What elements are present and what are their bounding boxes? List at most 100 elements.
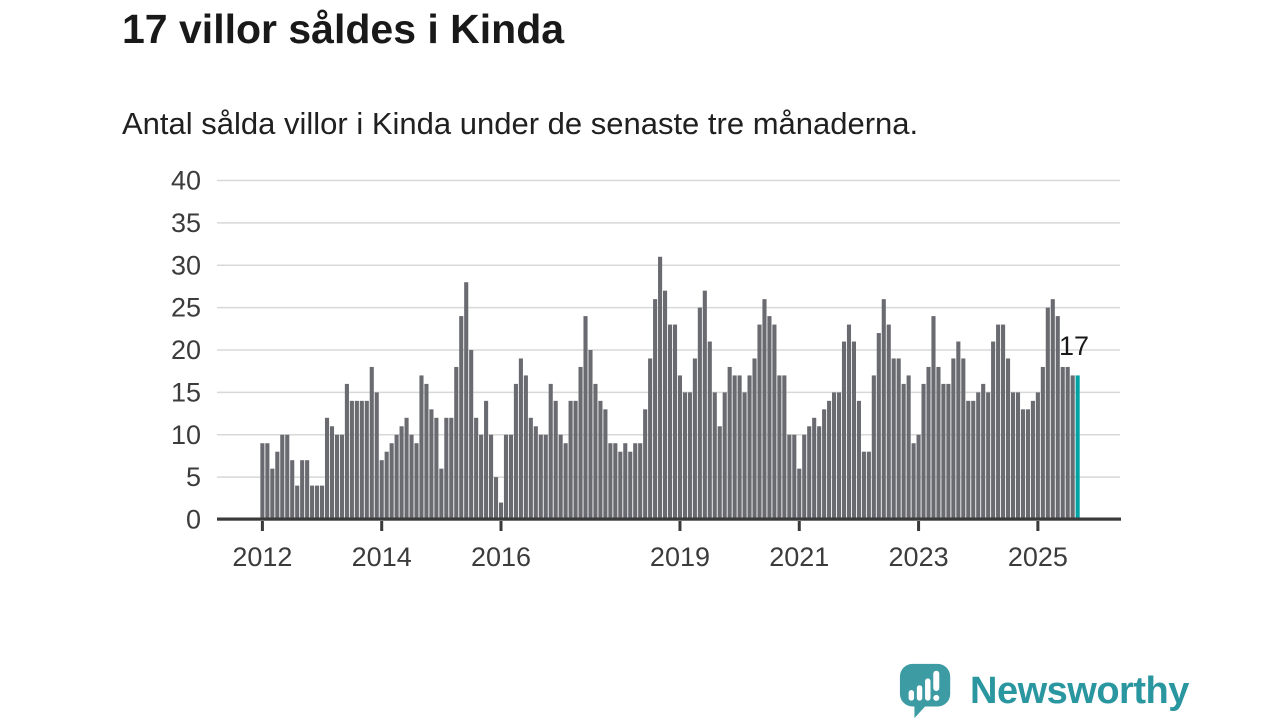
bar [379, 460, 384, 520]
bar [503, 434, 509, 520]
bar [722, 392, 727, 520]
bar [498, 502, 504, 520]
x-axis-tick [260, 521, 264, 531]
y-axis-label: 15 [171, 377, 201, 407]
bar [409, 434, 414, 520]
bar [479, 434, 484, 520]
bar [658, 256, 663, 520]
bar [866, 451, 871, 520]
bar [901, 383, 906, 520]
bar [812, 417, 817, 520]
bar [1006, 358, 1011, 520]
bar [603, 409, 608, 520]
bar [493, 477, 499, 520]
bar [891, 358, 896, 520]
bar [558, 434, 563, 520]
x-axis-line [217, 517, 1121, 521]
newsworthy-chart-bubble-icon [899, 663, 951, 719]
bar [931, 316, 936, 520]
bar [464, 282, 469, 520]
bar [941, 383, 946, 520]
chart-subtitle: Antal sålda villor i Kinda under de sena… [122, 106, 919, 141]
bar [399, 426, 404, 520]
bar [697, 307, 702, 520]
bar [349, 400, 354, 520]
y-axis-label: 30 [171, 250, 201, 280]
bar [538, 434, 543, 520]
bar [1045, 307, 1050, 520]
bar [727, 366, 732, 520]
gridline [217, 179, 1120, 182]
bar [384, 451, 389, 520]
bar [991, 341, 996, 520]
bar [747, 375, 752, 520]
bar [513, 383, 518, 520]
bar [354, 400, 359, 520]
bar [712, 392, 717, 520]
bar [329, 426, 335, 520]
bar [881, 299, 886, 520]
bar [782, 375, 787, 520]
bar [260, 443, 265, 520]
bar [732, 375, 737, 520]
bar [434, 417, 439, 520]
bar [961, 358, 966, 520]
bar [767, 316, 772, 520]
chart-title: 17 villor såldes i Kinda [122, 6, 565, 52]
y-axis-label: 25 [171, 293, 201, 323]
bar [737, 375, 742, 520]
bar [1060, 366, 1065, 520]
bar [523, 375, 528, 520]
bar [320, 485, 325, 520]
bar [394, 434, 399, 520]
x-axis-label: 2012 [232, 542, 292, 572]
bar [623, 443, 628, 520]
brand-name: Newsworthy [970, 670, 1189, 712]
gridline [217, 306, 1120, 309]
bar [404, 417, 409, 520]
bar [976, 392, 981, 520]
y-axis-label: 20 [171, 335, 201, 365]
bar [906, 375, 911, 520]
bar [653, 299, 658, 520]
bar [439, 468, 444, 520]
bar [1015, 392, 1021, 520]
bar [981, 383, 986, 520]
bar [836, 392, 842, 520]
bar [663, 290, 668, 520]
bar [280, 434, 285, 520]
bar [846, 324, 852, 520]
bar [310, 485, 315, 520]
bar [886, 324, 891, 520]
bar [474, 417, 479, 520]
bar [543, 434, 548, 520]
bar [762, 299, 767, 520]
bar [419, 375, 424, 520]
bar [290, 460, 295, 520]
bar [643, 409, 648, 520]
bar [414, 443, 419, 520]
bar [598, 400, 603, 520]
bar [1040, 366, 1045, 520]
bar [956, 341, 961, 520]
x-axis-label: 2014 [352, 542, 412, 572]
bar [682, 392, 687, 520]
bar [1070, 375, 1075, 520]
y-axis-label: 35 [171, 208, 201, 238]
bar [270, 468, 275, 520]
bar [568, 400, 573, 520]
bar [926, 366, 931, 520]
bar [757, 324, 762, 520]
bar [667, 324, 673, 520]
bar [563, 443, 568, 520]
bar [454, 366, 459, 520]
bar [876, 333, 881, 520]
bar [588, 350, 593, 520]
bar [871, 375, 876, 520]
bar [966, 400, 971, 520]
bar [1050, 299, 1055, 520]
bar [777, 375, 782, 520]
bar [996, 324, 1001, 520]
bar [971, 400, 976, 520]
bar [911, 443, 916, 520]
